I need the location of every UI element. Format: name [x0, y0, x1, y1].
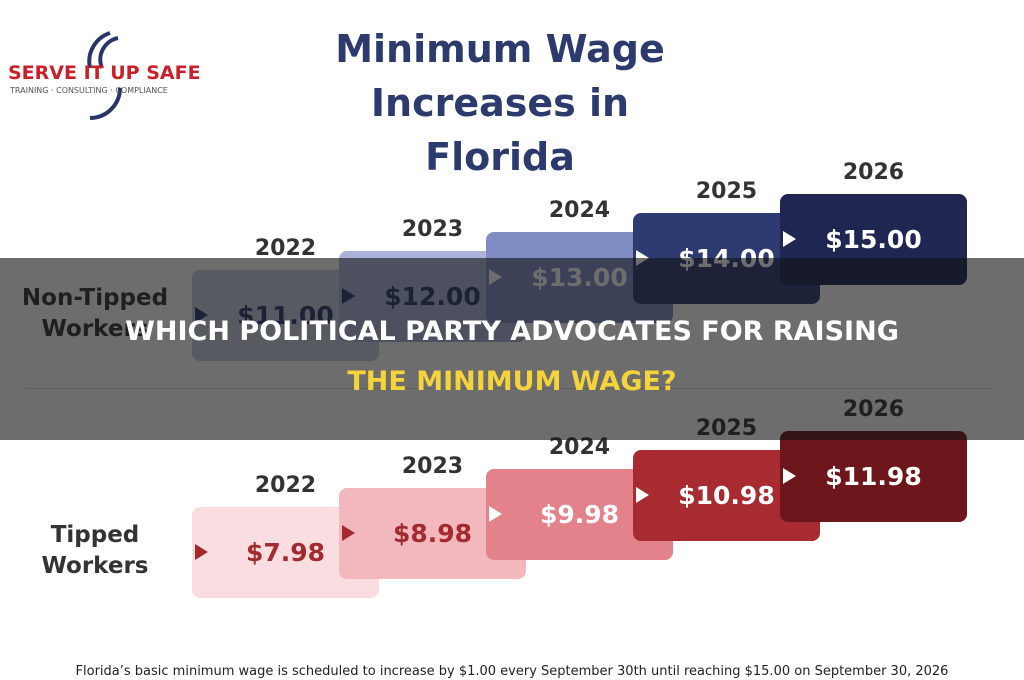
- row-label-line: Workers: [41, 553, 149, 579]
- arrow: [342, 525, 355, 541]
- year-label: 2026: [842, 160, 905, 185]
- headline: THE MINIMUM WAGE?: [347, 366, 677, 397]
- arrow: [783, 231, 796, 247]
- year-label: 2022: [254, 236, 317, 261]
- year-label: 2022: [254, 473, 317, 498]
- year-label: 2023: [401, 217, 464, 242]
- arrow: [195, 544, 208, 560]
- row-label: Tipped Workers: [0, 520, 190, 582]
- title: Minimum Wage Increases in Florida: [290, 22, 710, 184]
- arrow: [489, 506, 502, 522]
- year-label: 2024: [548, 198, 611, 223]
- logo-name: SERVE IT UP SAFE: [8, 62, 201, 84]
- title-line: Minimum Wage: [335, 27, 665, 71]
- logo-mark: [87, 31, 122, 120]
- wage-box: $11.98: [780, 431, 967, 522]
- arrow: [636, 487, 649, 503]
- row-label-line: Tipped: [50, 522, 140, 548]
- year-label: 2025: [695, 179, 758, 204]
- overlay: [0, 258, 1024, 440]
- footnote: Florida’s basic minimum wage is schedule…: [75, 664, 949, 679]
- title-line: Increases in Florida: [370, 81, 630, 179]
- year-label: 2023: [401, 454, 464, 479]
- arrow: [783, 468, 796, 484]
- headline: WHICH POLITICAL PARTY ADVOCATES FOR RAIS…: [125, 316, 899, 347]
- logo-tagline: TRAINING · CONSULTING · COMPLIANCE: [10, 86, 168, 95]
